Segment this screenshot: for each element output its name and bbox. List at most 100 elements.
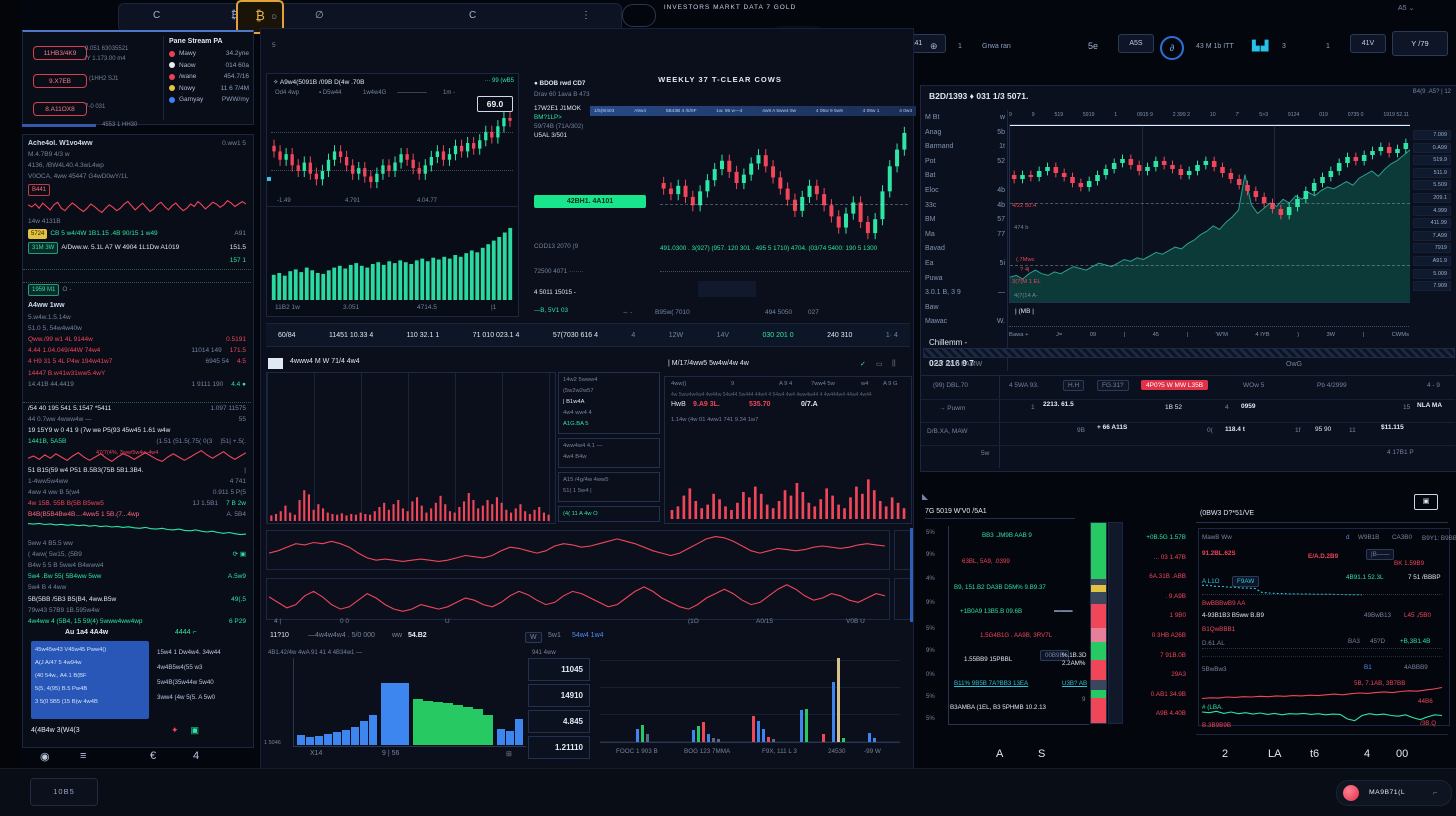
sidebar-row[interactable]: 1-4ww5w4ww 4 741: [23, 476, 251, 487]
metric-row[interactable]: Bat: [925, 172, 1005, 187]
table-cell[interactable]: 5w: [981, 450, 990, 457]
sidebar-row[interactable]: M.4.7B9 4/3 w: [23, 149, 251, 160]
header-icon[interactable]: ||: [892, 360, 896, 367]
sidebar-row[interactable]: 1959 M1 O -: [23, 283, 251, 298]
table-cell[interactable]: 15: [1403, 404, 1411, 411]
panelA-footer-key[interactable]: S: [1038, 748, 1046, 760]
sidebar-row[interactable]: 5w4 B 4 4ww: [23, 583, 251, 594]
sidebar-row[interactable]: 51.0 5, 54w4w40w: [23, 323, 251, 334]
sidebar-row[interactable]: 31M 3W A/Dww.w. 5.1L A7 W 4904 1L1Dw A10…: [23, 240, 251, 255]
metric-row[interactable]: Ma 77: [925, 231, 1005, 246]
sidebar-row[interactable]: [23, 390, 251, 403]
sidebar-row[interactable]: Ache4ol. W1vo4ww 0.ww1 5: [23, 138, 251, 149]
sidebar-tool-icon[interactable]: ◉: [40, 751, 50, 763]
table-cell[interactable]: 1: [1031, 404, 1035, 411]
table-cell[interactable]: 11: [1349, 427, 1356, 434]
sidebar-row[interactable]: 47(7(4%, 3ww/5w4w-4w4: [23, 448, 251, 465]
table-cell[interactable]: 4 5WA 93.: [1009, 382, 1039, 389]
mini-subheader-item[interactable]: ▪ D5w44: [319, 90, 342, 96]
table-cell[interactable]: 2213. 61.5: [1043, 401, 1074, 408]
top-strip-icon[interactable]: ₿: [231, 10, 239, 21]
sidebar-row[interactable]: 44 0.7ww 4www4w — 55: [23, 414, 251, 425]
sidebar-row[interactable]: 4 H9 31 5 4L P4w 194w41w7 6945 54 4.5: [23, 357, 251, 368]
mini-subheader-item[interactable]: —————: [397, 90, 427, 96]
watchlist-badge[interactable]: 11HB3/4K9: [33, 46, 87, 60]
metric-row[interactable]: 3.0.1 B, 3 9 —: [925, 289, 1005, 304]
toolbar-item[interactable]: ∂: [1160, 36, 1184, 60]
toolbar-item[interactable]: 41V: [1350, 34, 1386, 53]
sidebar-row[interactable]: 4.44 1.04.049/44W 74w4 11014 149 171.5: [23, 346, 251, 357]
sidebar-row[interactable]: 14447 B.w41w31ww5.4wY: [23, 368, 251, 379]
mini-subheader-item[interactable]: Od4 4wp: [275, 90, 300, 96]
sidebar-row[interactable]: 5ww 4 B5.5 ww: [23, 538, 251, 549]
metric-row[interactable]: Ea 5i: [925, 260, 1005, 275]
infobox-blue-card[interactable]: 45w45w43 V45w45 Pww4() A(J A/47 5 4w94w (4…: [31, 641, 149, 719]
sidebar-row[interactable]: Qww./99 w1 4L 9144w 0.5191: [23, 334, 251, 345]
table-cell[interactable]: → Puwm: [939, 405, 966, 412]
sidebar-row[interactable]: 5.w4w.1.5.14w: [23, 312, 251, 323]
status-icon[interactable]: ▣: [190, 725, 200, 735]
table-cell[interactable]: 9B: [1077, 427, 1085, 434]
weekly-buy-badge[interactable]: 42BH1. 4A101: [534, 195, 646, 208]
table-cell[interactable]: FG.31?: [1097, 380, 1129, 391]
table-cell[interactable]: Pb 4/2999: [1317, 382, 1347, 389]
table-cell[interactable]: 4 - 9: [1427, 382, 1441, 389]
sidebar-row[interactable]: 14.41B 44.4419 1 9111 190 4.4 ●: [23, 379, 251, 390]
sidebar-row[interactable]: /54 40 195 541 5.1547 *5411 1.097 11575: [23, 403, 251, 414]
toolbar-item[interactable]: Grwa ran: [982, 43, 1011, 50]
sidebar-row[interactable]: 4136, /BW4L40.4.3wL4wp: [23, 160, 251, 171]
table-cell[interactable]: WOw 5: [1243, 382, 1265, 389]
table-cell[interactable]: 0(: [1207, 427, 1213, 434]
table-cell[interactable]: NLA MA: [1417, 402, 1443, 409]
metric-row[interactable]: Mawac W.: [925, 318, 1005, 333]
sidebar-tool-icon[interactable]: 4: [193, 750, 200, 762]
panelB-footer-key[interactable]: 00: [1396, 748, 1409, 760]
sidebar-row[interactable]: B441: [23, 183, 251, 216]
table-cell[interactable]: 1B 52: [1165, 404, 1182, 411]
top-strip-icon[interactable]: ⋮: [581, 10, 591, 21]
toolbar-item[interactable]: A5S: [1118, 34, 1154, 53]
panelB-footer-key[interactable]: 2: [1222, 748, 1229, 760]
metric-row[interactable]: Barmand 1t: [925, 143, 1005, 158]
metric-row[interactable]: Pot 52: [925, 158, 1005, 173]
table-cell[interactable]: + 66 A11S: [1097, 424, 1128, 431]
metric-row[interactable]: Baw: [925, 304, 1005, 319]
table-cell[interactable]: 95 90: [1315, 426, 1332, 433]
sidebar-tool-icon[interactable]: €: [150, 750, 157, 762]
metric-row[interactable]: 33c 4b: [925, 202, 1005, 217]
sidebar-row[interactable]: 19 15Y9 w 0 41 9 (7w we P5(93 45w45 1.61…: [23, 425, 251, 436]
toolbar-item[interactable]: ▙▟: [1252, 41, 1270, 52]
toolbar-item[interactable]: 5e: [1088, 41, 1099, 51]
sidebar-row[interactable]: 5724 CB 5 w4/4W 1B1.15 .4B 90/15 1 w49 A…: [23, 227, 251, 240]
top-strip-icon[interactable]: C: [469, 10, 477, 21]
metric-row[interactable]: Bavad: [925, 245, 1005, 260]
table-cell[interactable]: (99) DBL.70: [933, 382, 969, 389]
sidebar-row[interactable]: 5w4 .Bw 55( 5B4ww 5ww A.5w9: [23, 572, 251, 583]
watchlist-badge[interactable]: 9.X7EB: [33, 74, 87, 88]
metric-row[interactable]: BM 57: [925, 216, 1005, 231]
marketic-pill[interactable]: MA9B71(L ⌐: [1336, 780, 1452, 806]
sidebar-row[interactable]: 4w 15B. 55B B(5B B5ww5 1J 1.5B1 7 B 2w: [23, 498, 251, 509]
table-cell[interactable]: D/B.XA, MAW: [927, 428, 968, 435]
logs-button[interactable]: 10B5: [30, 778, 98, 806]
mini-subheader-item[interactable]: 1w4w4G: [363, 90, 387, 96]
toolbar-item[interactable]: 1: [1326, 43, 1330, 50]
header-icon[interactable]: ✓: [860, 361, 866, 368]
metric-row[interactable]: M Bt w: [925, 114, 1005, 129]
sidebar-row[interactable]: 79w43 57B9 1B.595w4w: [23, 605, 251, 616]
table-cell[interactable]: 4: [1225, 404, 1229, 411]
metric-row[interactable]: Eloc 4b: [925, 187, 1005, 202]
table-cell[interactable]: 4P0?5 W MW L35B: [1141, 380, 1209, 390]
watchlist-badge[interactable]: 8.A11OX8: [33, 102, 87, 116]
sidebar-row[interactable]: [23, 521, 251, 538]
sidebar-row[interactable]: 157 1: [23, 256, 251, 271]
toolbar-item[interactable]: 43 M 1b ITT: [1196, 43, 1234, 50]
sidebar-row[interactable]: 4w4ww 4 (5B4, 15 59(4) 5www4ww4wp 6 P29: [23, 616, 251, 625]
monitor-icon[interactable]: ▣: [1414, 494, 1438, 510]
toolbar-item[interactable]: 1: [958, 43, 962, 50]
table-cell[interactable]: 1f: [1295, 427, 1301, 434]
sidebar-row[interactable]: ( 4ww( 5w15, (5B9 ⟳ ▣: [23, 549, 251, 560]
sidebar-row[interactable]: V0OCA, 4ww 45447 G4wD0wY/1L: [23, 172, 251, 183]
panelB-footer-key[interactable]: 4: [1364, 748, 1371, 760]
top-strip-icon[interactable]: C: [153, 10, 161, 21]
